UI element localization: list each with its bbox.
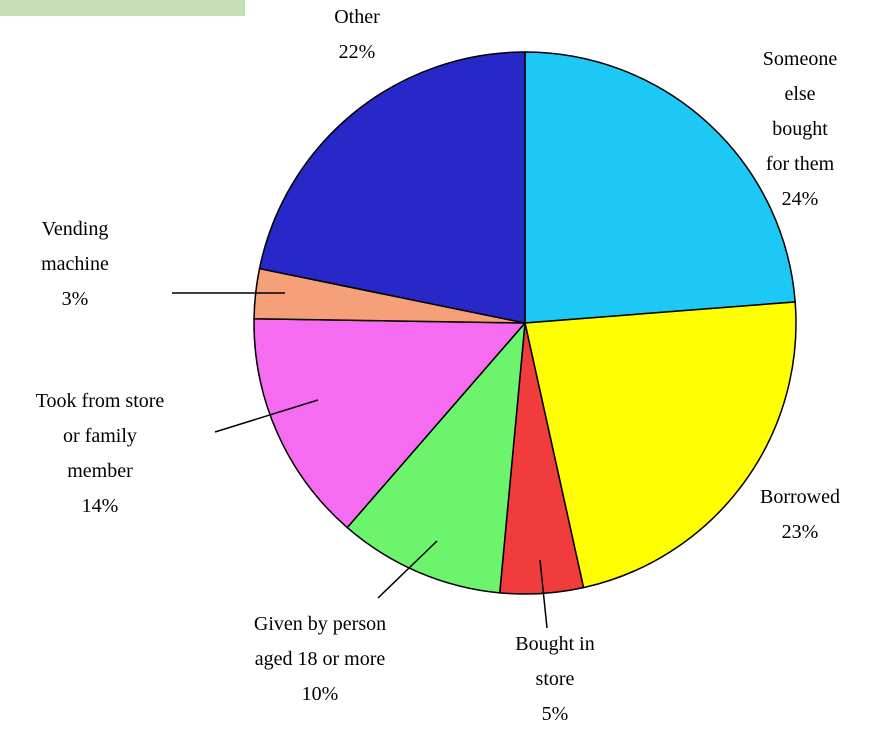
slice-label: Other 22%	[334, 0, 380, 70]
pie-slice	[253, 318, 527, 529]
slice-label: Borrowed 23%	[760, 480, 840, 550]
value-label: 3%	[61, 288, 89, 310]
slice-label: Given by person aged 18 or more 10%	[254, 607, 386, 712]
category-label: Vending machine	[41, 218, 109, 275]
pie-slice	[346, 320, 526, 594]
header-band	[0, 0, 245, 16]
category-label: Took from store or family member	[35, 390, 165, 482]
slice-label: Took from store or family member 14%	[36, 384, 165, 524]
pie-slice	[524, 51, 796, 324]
leader-lines	[172, 292, 548, 629]
slice-label: Vending machine 3%	[41, 212, 109, 317]
value-label: 22%	[338, 41, 376, 63]
category-label: Bought in store	[515, 633, 595, 690]
slice-label: Someone else bought for them 24%	[759, 42, 841, 217]
value-label: 14%	[81, 495, 119, 517]
pie	[253, 51, 797, 595]
value-label: 5%	[541, 703, 569, 725]
pie-slice	[258, 51, 526, 324]
leader-line	[214, 399, 319, 433]
category-label: Someone else bought for them	[762, 48, 838, 175]
value-label: 24%	[781, 188, 819, 210]
value-label: 23%	[781, 521, 819, 543]
category-label: Borrowed	[760, 486, 840, 508]
slice-label: Bought in store 5%	[515, 627, 594, 732]
category-label: Given by person aged 18 or more	[253, 613, 387, 670]
leader-line	[539, 559, 548, 629]
pie-slice	[524, 301, 797, 589]
value-label: 10%	[301, 683, 339, 705]
leader-line	[377, 540, 438, 599]
category-label: Other	[334, 6, 380, 28]
